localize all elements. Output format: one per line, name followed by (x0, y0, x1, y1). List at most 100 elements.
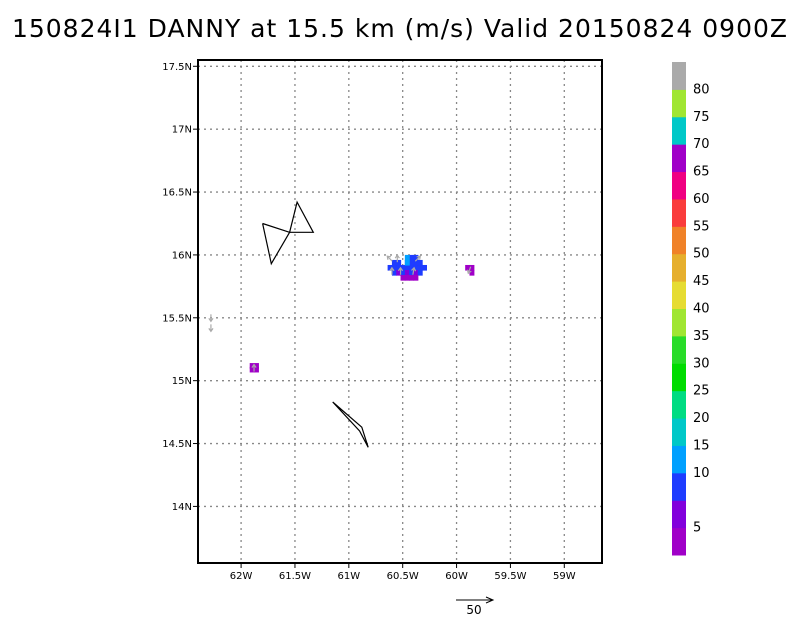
wind-vector (208, 314, 214, 323)
colorbar-label: 10 (693, 466, 710, 481)
colorbar-bin (672, 308, 686, 337)
x-tick-label: 59W (553, 571, 576, 582)
y-tick-label: 15.5N (162, 313, 192, 324)
wind-cell (417, 264, 423, 271)
x-tick-label: 60.5W (387, 571, 419, 582)
colorbar-bin (672, 281, 686, 309)
wind-cell (417, 270, 423, 276)
wind-vector (251, 363, 257, 372)
colorbar-bin (672, 144, 686, 173)
colorbar-bin (672, 253, 686, 282)
wind-cell (409, 275, 415, 281)
wind-vector (394, 254, 400, 263)
colorbar-bin (672, 363, 686, 392)
wind-cell (409, 254, 415, 261)
grid-lines (198, 60, 602, 563)
y-tick-label: 16.5N (162, 188, 192, 199)
wind-vector (411, 266, 417, 275)
colorbar-label: 70 (693, 137, 710, 152)
y-tick-label: 17.5N (162, 62, 192, 73)
wind-cell (409, 264, 415, 271)
wind-vectors (208, 254, 472, 372)
colorbar-bin (672, 226, 686, 255)
colorbar-label: 15 (693, 438, 710, 453)
wind-cell (413, 254, 419, 261)
wind-cell (413, 275, 419, 281)
colorbar-label: 35 (693, 329, 710, 344)
coastline-grande-terre (289, 200, 315, 233)
colorbar-bin (672, 418, 686, 446)
wind-cell (249, 366, 255, 373)
x-tick-label: 60W (445, 571, 468, 582)
wind-cell (391, 264, 397, 271)
x-axis-ticks: 62W 61.5W 61W 60.5W 60W 59.5W 59W (230, 563, 576, 582)
wind-cell (413, 259, 419, 266)
colorbar-label: 45 (693, 274, 710, 289)
wind-cell (404, 270, 410, 276)
colorbar-bin (672, 116, 686, 145)
wind-cell (465, 264, 471, 271)
y-tick-label: 17N (172, 125, 192, 136)
wind-cell (469, 270, 475, 276)
x-tick-label: 59.5W (494, 571, 526, 582)
chart-title: 150824I1 DANNY at 15.5 km (m/s) Valid 20… (11, 14, 789, 43)
colorbar-label: 65 (693, 165, 710, 180)
colorbar-bin (672, 527, 686, 556)
colorbar-label: 20 (693, 411, 710, 426)
wind-cell (469, 264, 475, 271)
colorbar-bin (672, 62, 686, 90)
wind-vector (386, 255, 393, 262)
x-tick-label: 61.5W (279, 571, 311, 582)
wind-vector (397, 266, 404, 275)
wind-cell (417, 259, 423, 266)
coastline-guadeloupe (262, 222, 291, 266)
wind-vector-head (416, 255, 421, 260)
colorbar-bin (672, 390, 686, 419)
wind-cell (396, 270, 402, 276)
wind-vector (389, 266, 395, 275)
x-tick-label: 62W (230, 571, 253, 582)
wind-cell (391, 259, 397, 266)
wind-vector-head (397, 266, 404, 272)
wind-cell (396, 259, 402, 266)
wind-cell (409, 259, 415, 266)
wind-vector-head (386, 255, 392, 260)
colorbar-label: 50 (693, 247, 710, 262)
vector-legend-arrowhead (485, 596, 495, 604)
wind-vector-head (389, 266, 395, 272)
wind-cell (404, 259, 410, 266)
wind-vector-head (251, 363, 257, 368)
wind-cell (254, 366, 259, 373)
wind-vector-head (394, 254, 400, 259)
colorbar-bin (672, 472, 686, 501)
colorbar-bin (672, 198, 686, 227)
wind-cell (249, 363, 255, 369)
y-tick-label: 15N (172, 376, 192, 387)
wind-vector-head (411, 266, 417, 272)
wind-cell (413, 270, 419, 276)
colorbar-bin (672, 500, 686, 529)
wind-cell (404, 275, 410, 281)
colorbar-label: 80 (693, 82, 710, 97)
wind-vector-shaft (467, 266, 472, 274)
wind-vector (208, 324, 214, 333)
y-tick-label: 16N (172, 250, 192, 261)
x-tick-label: 61W (338, 571, 361, 582)
y-tick-label: 14N (172, 502, 192, 513)
wind-vector (466, 266, 472, 275)
colorbar-label: 60 (693, 192, 710, 207)
colorbar-bin (672, 335, 686, 364)
wind-vector-shaft (412, 267, 415, 275)
wind-cell (409, 270, 415, 276)
wind-vector-head (466, 269, 472, 275)
vector-legend-label: 50 (466, 603, 481, 617)
map-frame (197, 59, 603, 564)
wind-cell (254, 363, 259, 369)
colorbar-label: 30 (693, 356, 710, 371)
wind-cell (400, 264, 406, 271)
vector-legend: 50 (456, 596, 495, 617)
wind-cell (396, 264, 402, 271)
colorbar-label: 5 (693, 521, 701, 536)
wind-vector-shaft (414, 255, 421, 262)
